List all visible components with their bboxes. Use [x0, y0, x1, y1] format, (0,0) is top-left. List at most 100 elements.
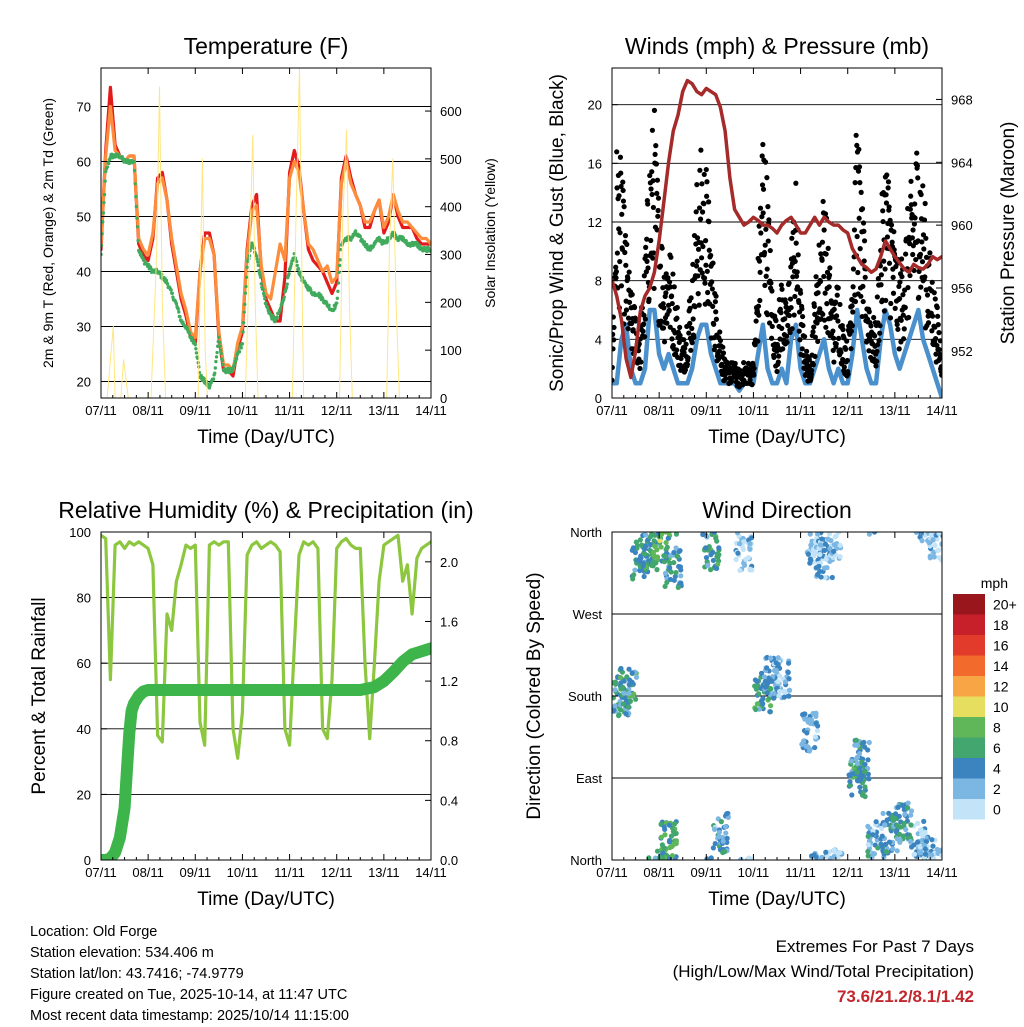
data-point	[821, 317, 828, 323]
data-point	[681, 350, 687, 356]
data-point	[614, 149, 620, 155]
data-point	[888, 300, 894, 307]
data-point	[637, 567, 643, 574]
data-point	[776, 688, 783, 695]
colorbar-label: 6	[993, 740, 1001, 756]
data-point	[862, 793, 868, 800]
colorbar-swatch	[953, 655, 985, 676]
data-point	[820, 311, 826, 317]
data-point	[938, 847, 942, 853]
colorbar-swatch	[953, 676, 985, 697]
data-point	[716, 545, 722, 551]
data-point	[171, 295, 175, 299]
data-point	[821, 565, 828, 571]
x-tick-label: 11/11	[785, 865, 816, 880]
data-point	[937, 355, 942, 361]
data-point	[632, 318, 639, 324]
data-point	[866, 739, 872, 746]
data-point	[804, 730, 810, 736]
data-point	[793, 180, 799, 186]
data-point	[901, 833, 907, 839]
data-point	[722, 372, 728, 378]
data-point	[806, 357, 812, 363]
info-created: Figure created on Tue, 2025-10-14, at 11…	[30, 987, 348, 1003]
data-point	[805, 719, 811, 725]
data-point	[808, 542, 814, 548]
data-point	[612, 346, 616, 352]
data-point	[857, 784, 863, 790]
data-point	[753, 318, 759, 324]
data-point	[918, 284, 924, 290]
y2-tick-label: 968	[951, 92, 973, 107]
data-point	[860, 298, 866, 305]
data-point	[866, 309, 872, 315]
data-point	[652, 856, 658, 860]
data-point	[800, 322, 806, 329]
data-point	[713, 535, 719, 541]
y2-tick-label: 200	[440, 295, 462, 310]
data-point	[185, 325, 189, 329]
data-point	[134, 204, 139, 209]
data-point	[758, 670, 765, 676]
data-point	[934, 304, 940, 311]
y2-tick-label: 956	[951, 281, 973, 296]
data-point	[720, 849, 726, 856]
info-latlon: Station lat/lon: 43.7416; -74.9779	[30, 966, 244, 982]
data-point	[814, 532, 821, 537]
data-point	[921, 246, 927, 252]
data-point	[856, 164, 863, 170]
data-point	[631, 304, 638, 311]
data-point	[701, 201, 707, 207]
data-point	[879, 842, 885, 848]
colorbar-label: 16	[993, 637, 1009, 653]
x-tick-label: 14/11	[415, 865, 447, 880]
data-point	[907, 838, 914, 845]
data-point	[871, 314, 877, 321]
data-point	[667, 284, 674, 290]
data-point	[915, 175, 921, 181]
data-point	[886, 260, 893, 266]
data-point	[757, 297, 763, 304]
data-point	[668, 569, 674, 575]
data-point	[822, 211, 829, 217]
data-point	[909, 235, 915, 241]
data-point	[711, 321, 717, 327]
data-point	[612, 324, 617, 331]
data-point	[285, 282, 289, 286]
data-point	[885, 185, 891, 191]
data-point	[732, 360, 738, 367]
colorbar-label: 14	[993, 658, 1009, 674]
x-axis-label: Time (Day/UTC)	[197, 889, 335, 910]
data-point	[865, 757, 871, 763]
data-point	[213, 371, 217, 375]
data-point	[771, 354, 777, 361]
data-point	[785, 322, 791, 329]
data-point	[716, 348, 723, 354]
data-point	[880, 218, 886, 225]
data-point	[612, 687, 618, 693]
data-point	[923, 254, 930, 260]
data-point	[706, 219, 712, 225]
data-point	[215, 350, 219, 355]
data-point	[800, 711, 806, 718]
data-point	[846, 772, 852, 778]
data-point	[774, 348, 780, 354]
plot-area	[101, 68, 431, 398]
data-point	[668, 254, 674, 260]
y-axis-label: 2m & 9m T (Red, Orange) & 2m Td (Green)	[40, 98, 56, 368]
data-point	[231, 367, 235, 372]
data-point	[853, 737, 859, 743]
data-point	[259, 282, 263, 286]
data-point	[675, 554, 681, 560]
extremes-title: Extremes For Past 7 Days	[775, 937, 974, 956]
data-point	[694, 235, 701, 241]
data-point	[896, 283, 902, 290]
data-point	[698, 255, 705, 261]
data-point	[187, 331, 192, 336]
data-point	[654, 547, 660, 553]
data-point	[805, 551, 812, 557]
data-point	[902, 811, 908, 817]
data-point	[176, 307, 180, 311]
data-point	[827, 265, 833, 271]
data-point	[737, 367, 743, 373]
